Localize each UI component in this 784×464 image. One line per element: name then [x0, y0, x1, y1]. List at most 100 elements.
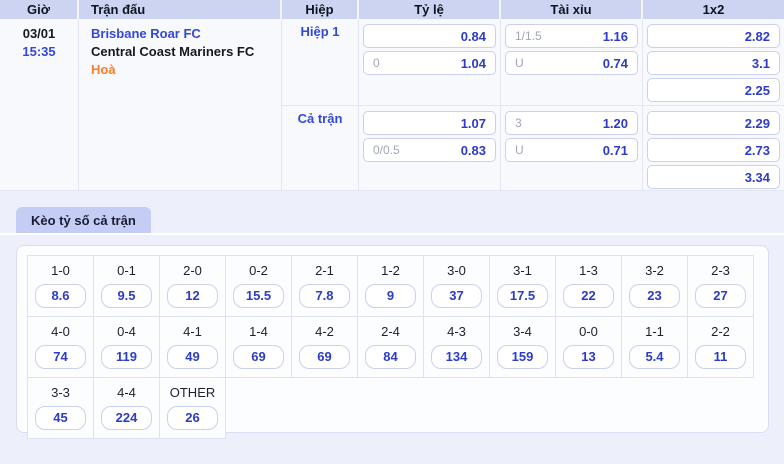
score-odds-button[interactable]: 7.8 [299, 284, 350, 308]
score-label: 3-2 [645, 263, 664, 278]
header-match: Trận đấu [79, 0, 282, 19]
odds-box[interactable]: 1.07 [363, 111, 496, 135]
handicap-label: U [515, 56, 524, 70]
odds-box[interactable]: 3.1 [647, 51, 780, 75]
score-cell: 0-1 9.5 [93, 255, 160, 317]
fulltime-handicap-odds: 1.07 0/0.5 0.83 [359, 105, 501, 190]
score-odds-button[interactable]: 45 [35, 406, 86, 430]
score-cell: 4-1 49 [159, 316, 226, 378]
odds-box[interactable]: U 0.71 [505, 138, 638, 162]
score-label: 4-4 [117, 385, 136, 400]
score-odds-button[interactable]: 26 [167, 406, 218, 430]
score-odds-button[interactable]: 49 [167, 345, 218, 369]
match-time-cell: 03/01 15:35 [0, 19, 79, 190]
score-odds-button[interactable]: 23 [629, 284, 680, 308]
score-label: 1-4 [249, 324, 268, 339]
score-odds-button[interactable]: 17.5 [497, 284, 548, 308]
score-cell: 1-2 9 [357, 255, 424, 317]
score-odds-button[interactable]: 9 [365, 284, 416, 308]
half1-1x2-odds: 2.82 3.1 2.25 [643, 19, 784, 105]
score-odds-button[interactable]: 119 [101, 345, 152, 369]
score-cell: 2-1 7.8 [291, 255, 358, 317]
handicap-label: 3 [515, 116, 522, 130]
handicap-label: U [515, 143, 524, 157]
score-odds-button[interactable]: 134 [431, 345, 482, 369]
score-label: 4-3 [447, 324, 466, 339]
score-odds-button[interactable]: 12 [167, 284, 218, 308]
score-odds-button[interactable]: 15.5 [233, 284, 284, 308]
score-odds-button[interactable]: 22 [563, 284, 614, 308]
handicap-label: 1/1.5 [515, 29, 542, 43]
score-label: OTHER [169, 385, 216, 400]
odds-box[interactable]: 0/0.5 0.83 [363, 138, 496, 162]
score-odds-button[interactable]: 27 [695, 284, 746, 308]
score-cell: 4-4 224 [93, 377, 160, 439]
home-team-link[interactable]: Brisbane Roar FC [91, 26, 201, 41]
score-label: 0-4 [117, 324, 136, 339]
score-odds-button[interactable]: 69 [299, 345, 350, 369]
score-cell: 4-3 134 [423, 316, 490, 378]
score-odds-button[interactable]: 37 [431, 284, 482, 308]
score-cell: 4-0 74 [27, 316, 94, 378]
score-label: 0-0 [579, 324, 598, 339]
odds-box[interactable]: 1/1.5 1.16 [505, 24, 638, 48]
score-cell: 0-2 15.5 [225, 255, 292, 317]
odds-box[interactable]: U 0.74 [505, 51, 638, 75]
score-cell: 2-0 12 [159, 255, 226, 317]
score-odds-button[interactable]: 11 [695, 345, 746, 369]
header-over-under: Tài xỉu [501, 0, 643, 19]
score-odds-button[interactable]: 69 [233, 345, 284, 369]
section-label-half1: Hiệp 1 [282, 19, 359, 105]
score-label: 3-0 [447, 263, 466, 278]
score-label: 3-1 [513, 263, 532, 278]
odds-value: 2.29 [744, 115, 770, 131]
odds-value: 1.16 [602, 28, 628, 44]
odds-box[interactable]: 3 1.20 [505, 111, 638, 135]
odds-value: 0.74 [602, 55, 628, 71]
odds-box[interactable]: 0 1.04 [363, 51, 496, 75]
odds-value: 2.82 [744, 28, 770, 44]
odds-box[interactable]: 2.25 [647, 78, 780, 102]
score-label: 2-4 [381, 324, 400, 339]
half1-handicap-odds: 0.84 0 1.04 [359, 19, 501, 105]
odds-box[interactable]: 0.84 [363, 24, 496, 48]
odds-value: 1.04 [460, 55, 486, 71]
header-1x2: 1x2 [702, 2, 725, 17]
score-cell: 2-4 84 [357, 316, 424, 378]
score-odds-button[interactable]: 9.5 [101, 284, 152, 308]
odds-box[interactable]: 2.73 [647, 138, 780, 162]
score-label: 3-4 [513, 324, 532, 339]
odds-box[interactable]: 2.82 [647, 24, 780, 48]
score-label: 0-1 [117, 263, 136, 278]
score-label: 1-2 [381, 263, 400, 278]
fulltime-1x2-odds: 2.29 2.73 3.34 [643, 105, 784, 190]
score-odds-button[interactable]: 224 [101, 406, 152, 430]
score-odds-button[interactable]: 13 [563, 345, 614, 369]
score-label: 2-1 [315, 263, 334, 278]
odds-box[interactable]: 3.34 [647, 165, 780, 189]
score-label: 4-1 [183, 324, 202, 339]
score-cell: 0-4 119 [93, 316, 160, 378]
score-label: 1-1 [645, 324, 664, 339]
score-odds-button[interactable]: 84 [365, 345, 416, 369]
score-cell: 3-3 45 [27, 377, 94, 439]
score-row: 1-0 8.6 0-1 9.5 2-0 12 0-2 15.5 2-1 7.8 1-2 9 3-0 37 3… [27, 255, 754, 317]
odds-value: 0.84 [460, 28, 486, 44]
score-cell: OTHER 26 [159, 377, 226, 439]
odds-value: 1.20 [602, 115, 628, 131]
score-odds-button[interactable]: 8.6 [35, 284, 86, 308]
score-row: 3-3 45 4-4 224 OTHER 26 [27, 377, 754, 439]
odds-value: 2.73 [744, 142, 770, 158]
odds-value: 3.1 [751, 55, 770, 71]
score-odds-button[interactable]: 159 [497, 345, 548, 369]
odds-value: 0.83 [460, 142, 486, 158]
score-cell: 1-1 5.4 [621, 316, 688, 378]
tab-correct-score[interactable]: Kèo tỷ số cả trận [16, 207, 151, 233]
odds-box[interactable]: 2.29 [647, 111, 780, 135]
score-odds-button[interactable]: 74 [35, 345, 86, 369]
match-time: 15:35 [22, 44, 56, 59]
score-odds-button[interactable]: 5.4 [629, 345, 680, 369]
header-half: Hiệp [282, 0, 359, 19]
score-cell: 3-1 17.5 [489, 255, 556, 317]
score-cell: 4-2 69 [291, 316, 358, 378]
